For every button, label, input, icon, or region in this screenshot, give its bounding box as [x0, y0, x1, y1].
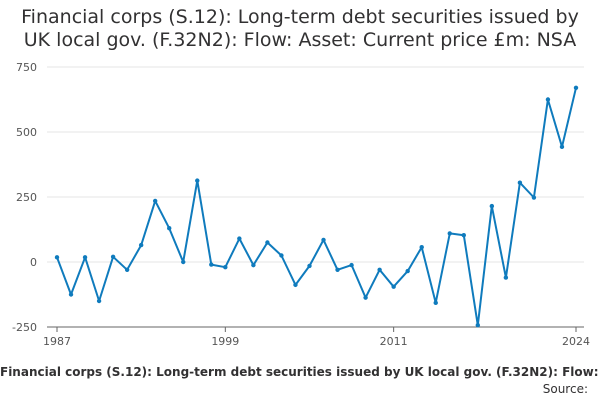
- data-point-2020[interactable]: [517, 180, 523, 185]
- data-point-2003[interactable]: [279, 253, 284, 258]
- data-point-1988[interactable]: [68, 292, 74, 297]
- data-point-1999[interactable]: [223, 265, 228, 270]
- data-point-2013[interactable]: [419, 244, 424, 250]
- chart-caption-text: Financial corps (S.12): Long-term debt s…: [0, 365, 600, 379]
- y-axis: -250 0 250 500 750: [12, 61, 37, 334]
- data-point-1992[interactable]: [124, 267, 130, 272]
- data-point-2019[interactable]: [503, 275, 509, 280]
- chart-caption: Financial corps (S.12): Long-term debt s…: [0, 365, 600, 379]
- data-point-2022[interactable]: [545, 97, 551, 102]
- y-tick-label: 0: [30, 256, 37, 269]
- data-point-2005[interactable]: [307, 263, 312, 269]
- data-point-2000[interactable]: [237, 236, 242, 241]
- data-point-2006[interactable]: [321, 237, 326, 243]
- data-point-2007[interactable]: [335, 267, 340, 272]
- series-line: [56, 87, 577, 327]
- data-point-2001[interactable]: [251, 262, 256, 268]
- data-point-2016[interactable]: [461, 233, 466, 238]
- data-point-2024[interactable]: [573, 85, 579, 91]
- x-tick-label: 1999: [211, 335, 239, 348]
- data-point-2023[interactable]: [559, 144, 565, 150]
- data-point-2009[interactable]: [363, 295, 368, 300]
- data-point-1996[interactable]: [181, 259, 186, 265]
- data-point-2015[interactable]: [447, 231, 452, 236]
- gridlines: [47, 66, 584, 263]
- chart-title-line-2: UK local gov. (F.32N2): Flow: Asset: Cur…: [23, 29, 577, 51]
- data-point-2014[interactable]: [433, 300, 438, 306]
- chart-title-line-1: Financial corps (S.12): Long-term debt s…: [21, 6, 579, 28]
- data-point-1987[interactable]: [54, 255, 60, 260]
- data-point-1998[interactable]: [209, 262, 214, 267]
- data-point-2011[interactable]: [391, 284, 396, 289]
- data-point-1994[interactable]: [152, 198, 158, 204]
- data-point-2010[interactable]: [377, 267, 382, 272]
- y-tick-label: -250: [12, 321, 37, 334]
- data-point-2018[interactable]: [489, 203, 495, 209]
- y-tick-label: 750: [16, 61, 37, 74]
- x-tick-label: 2011: [380, 335, 408, 348]
- y-tick-label: 500: [16, 126, 37, 139]
- source-label: Source:: [542, 382, 588, 396]
- data-point-1997[interactable]: [195, 178, 200, 183]
- x-tick-label: 2024: [562, 335, 590, 348]
- data-point-1995[interactable]: [167, 226, 172, 231]
- series-group: [54, 85, 579, 328]
- x-tick-label: 1987: [43, 335, 71, 348]
- data-point-2002[interactable]: [265, 240, 270, 245]
- x-axis: 1987 1999 2011 2024: [43, 326, 590, 348]
- data-point-1990[interactable]: [96, 298, 102, 304]
- data-point-2008[interactable]: [349, 262, 354, 268]
- data-point-1989[interactable]: [82, 255, 88, 260]
- data-point-1993[interactable]: [138, 242, 144, 248]
- data-point-2017[interactable]: [475, 322, 481, 328]
- y-tick-label: 250: [16, 191, 37, 204]
- data-point-2021[interactable]: [531, 195, 537, 200]
- data-point-2004[interactable]: [293, 282, 298, 288]
- data-point-1991[interactable]: [110, 254, 116, 259]
- data-point-2012[interactable]: [405, 268, 410, 274]
- chart-title: Financial corps (S.12): Long-term debt s…: [0, 6, 600, 52]
